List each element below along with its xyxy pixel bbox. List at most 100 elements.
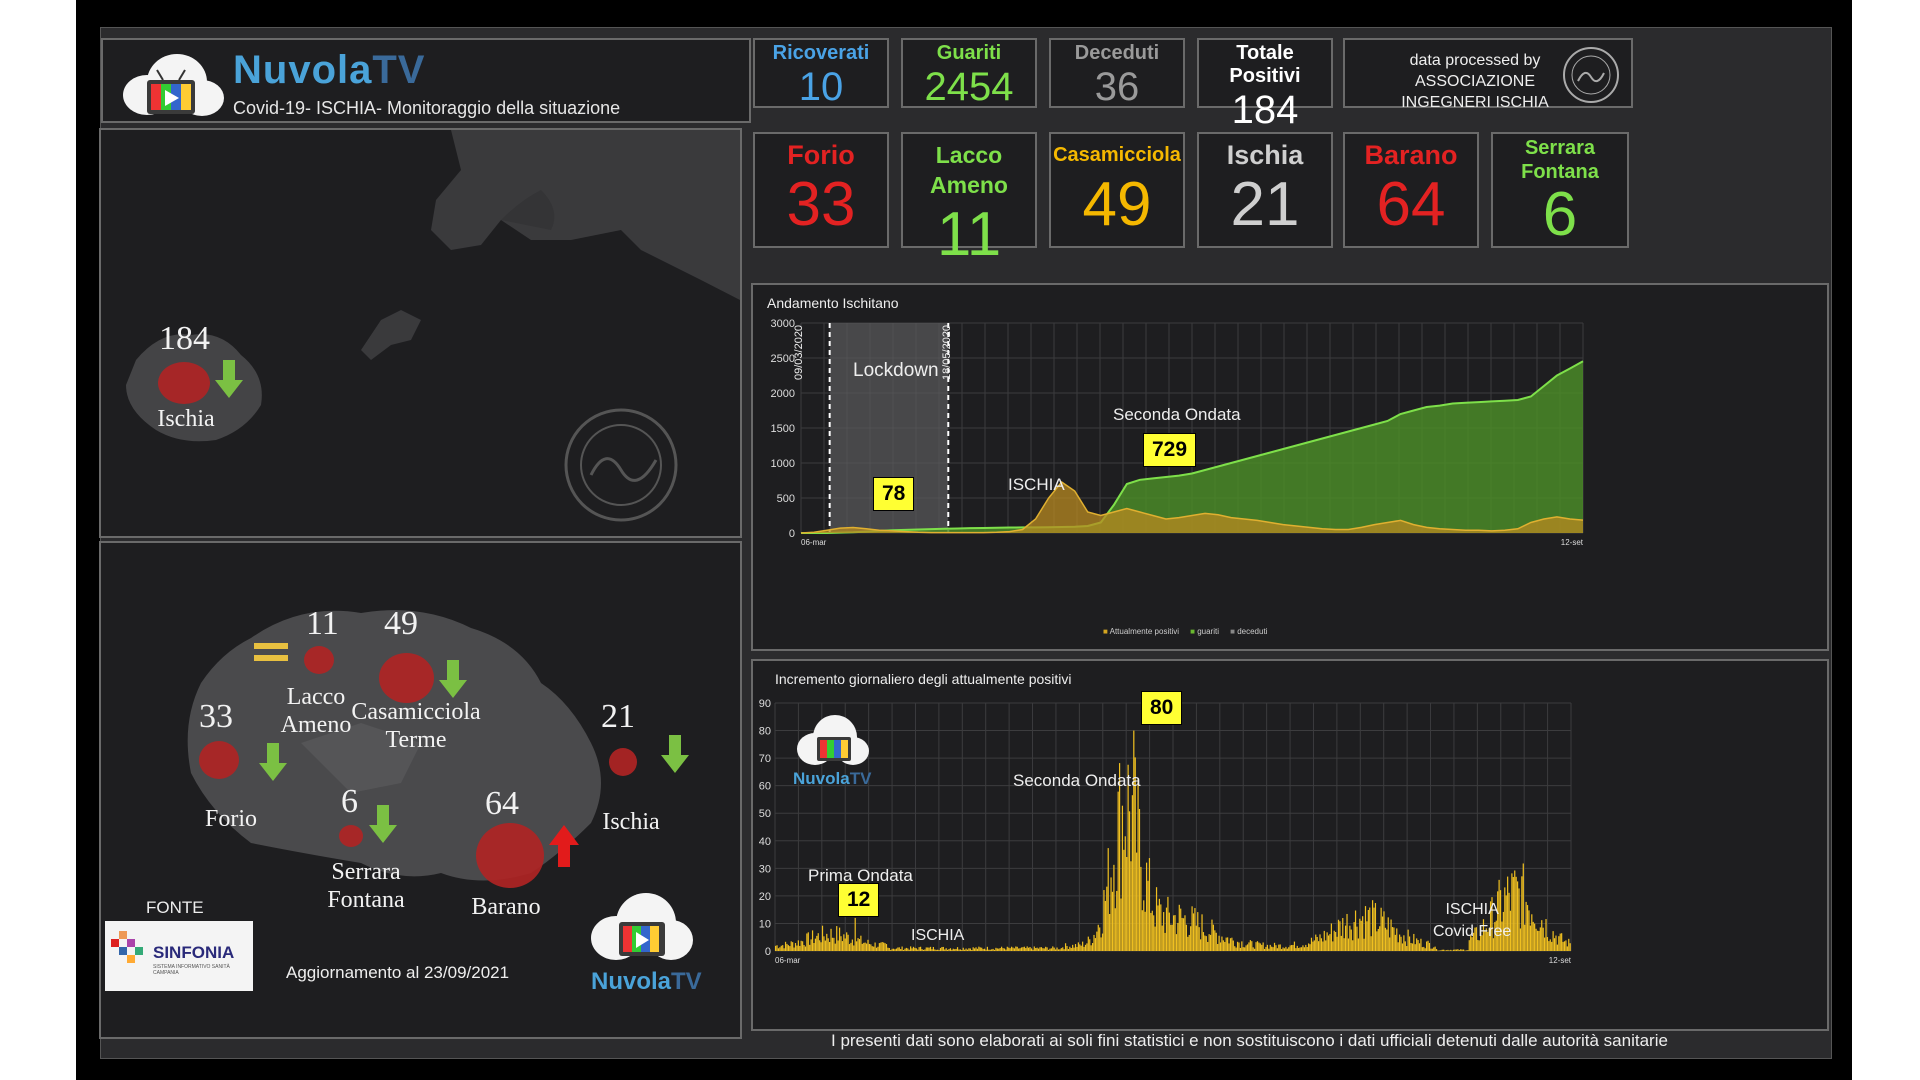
credit-line-3: INGEGNERI ISCHIA [1401,94,1549,111]
guariti-line [801,360,1584,534]
daily-bar [1499,890,1502,951]
daily-bar [1084,944,1087,951]
daily-bar [783,948,785,951]
daily-bar [1298,948,1300,951]
daily-bar [1366,921,1368,951]
sinfonia-mosaic-icon [111,931,143,963]
daily-bar [871,946,873,951]
daily-bar [905,947,907,951]
daily-bar [1323,930,1325,951]
daily-bar [1171,924,1173,951]
daily-bar [1025,948,1027,951]
daily-bar [1141,910,1143,951]
daily-bar [1309,944,1311,951]
daily-bar [800,940,802,951]
daily-bar [1381,916,1384,951]
daily-bar [1344,925,1347,951]
daily-bar [1106,886,1108,951]
daily-bar [1447,949,1449,951]
daily-bar [1360,920,1362,951]
daily-bar [1356,926,1358,951]
daily-bar [1185,924,1188,951]
daily-bar [1209,934,1212,951]
daily-bar [1330,923,1332,951]
daily-bar [1481,935,1483,951]
daily-bar [881,942,883,951]
chart1-island-label: ISCHIA [1008,475,1065,494]
daily-bar [949,948,952,951]
daily-bar [1042,948,1044,951]
daily-bar [1202,932,1205,951]
credit-line-1: data processed by [1409,52,1541,69]
daily-bar [1266,944,1269,951]
daily-bar [1293,941,1296,951]
daily-bar [1363,938,1365,951]
daily-bar [1107,848,1109,951]
daily-bar [1018,948,1020,951]
chart2-title: Incremento giornaliero degli attualmente… [775,671,1072,687]
ischia-name: Ischia [602,809,660,835]
lacco-number: 11 [306,605,339,642]
daily-bar [1022,947,1024,951]
daily-bar [1134,757,1136,951]
daily-bar [904,948,906,951]
daily-bar [1077,942,1079,951]
daily-bar [927,947,929,951]
brand-name-b: TV [372,48,426,92]
daily-bar [1485,928,1487,951]
daily-bar [1224,941,1226,951]
daily-bar [1501,921,1503,951]
credit-line-2: ASSOCIAZIONE [1414,73,1536,90]
daily-bar [1468,940,1470,951]
daily-bar [1434,946,1436,951]
daily-bar [1121,805,1124,951]
daily-bar [834,943,836,951]
daily-bar [1487,931,1489,951]
daily-bar [1249,940,1251,951]
daily-bar [1288,947,1290,951]
y-tick-label: 0 [765,946,771,958]
daily-bar [1333,930,1335,951]
daily-bar [1556,944,1558,951]
daily-bar [919,946,922,951]
daily-bar [1029,946,1031,951]
daily-bar [1198,927,1200,951]
down-arrow-icon [661,735,689,773]
daily-bar [915,948,917,951]
daily-bar [1259,943,1261,951]
daily-bar [1100,937,1102,951]
daily-bar [793,947,795,951]
daily-bar [854,917,856,951]
chart2-brand-name-b: TV [849,769,872,788]
daily-bar [941,946,943,951]
daily-bar [1303,947,1305,951]
daily-bar [777,948,780,951]
y-tick-label: 500 [777,493,795,505]
daily-bar [843,934,845,951]
daily-bar [1390,919,1392,951]
daily-bar [1173,915,1175,951]
daily-bar [1443,949,1445,951]
daily-bar [1413,933,1415,951]
daily-bar [779,947,781,951]
daily-bar [1555,935,1557,951]
daily-bar [1372,900,1374,951]
daily-bar [1101,933,1104,951]
daily-bar [1431,948,1433,951]
daily-bar [885,944,888,951]
daily-bar [1525,901,1527,951]
chart1-legend: ■ Attualmente positivi ■ guariti ■ deced… [1103,627,1268,636]
daily-bar [877,946,879,951]
daily-bar [992,948,994,951]
daily-bar [1472,932,1475,951]
daily-bar [971,949,973,951]
daily-bar [1079,944,1081,951]
chart-incremento: Incremento giornaliero degli attualmente… [751,659,1829,1031]
daily-bar [1207,941,1209,951]
daily-bar [1440,950,1442,951]
daily-bar [1281,949,1283,951]
daily-bar [814,938,817,951]
daily-bar [1060,948,1062,951]
daily-bar [1336,936,1338,951]
daily-bar [1265,946,1267,951]
